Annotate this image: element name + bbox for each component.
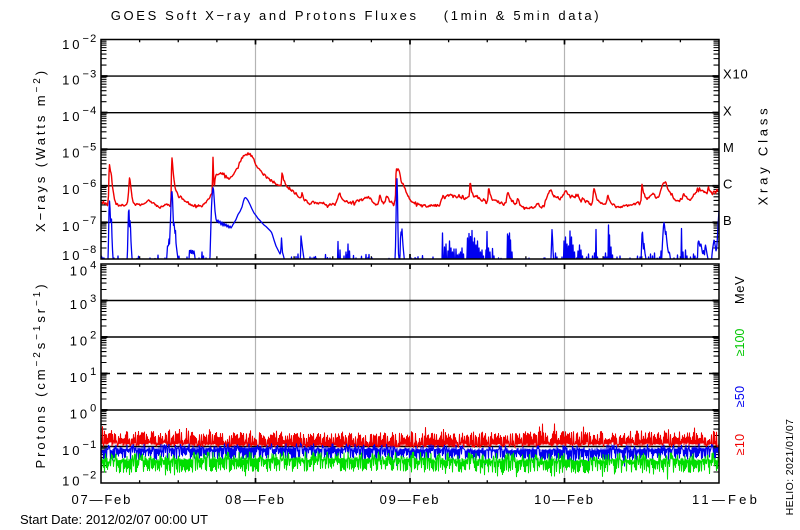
- svg-text:GOES Soft X−ray and Protons Fl: GOES Soft X−ray and Protons Fluxes (1min…: [111, 8, 602, 23]
- svg-text:≥100: ≥100: [733, 329, 747, 357]
- svg-text:Protons (cm−2s−1sr−1): Protons (cm−2s−1sr−1): [32, 282, 48, 469]
- svg-text:≥10: ≥10: [733, 434, 747, 456]
- svg-text:102: 102: [70, 329, 98, 348]
- svg-text:HELIO: 2021/01/07: HELIO: 2021/01/07: [784, 419, 796, 516]
- svg-text:09—Feb: 09—Feb: [380, 492, 441, 507]
- svg-text:101: 101: [70, 366, 98, 385]
- svg-text:100: 100: [70, 402, 98, 421]
- svg-text:C: C: [723, 176, 733, 191]
- svg-text:MeV: MeV: [732, 276, 747, 304]
- svg-text:07—Feb: 07—Feb: [71, 492, 132, 507]
- svg-text:X−rays (Watts m−2): X−rays (Watts m−2): [32, 68, 48, 232]
- svg-text:103: 103: [70, 293, 98, 312]
- svg-text:M: M: [723, 140, 735, 155]
- svg-text:B: B: [723, 213, 732, 228]
- svg-text:Xray Class: Xray Class: [756, 105, 771, 206]
- svg-text:10—Feb: 10—Feb: [534, 492, 595, 507]
- svg-text:11—Feb: 11—Feb: [692, 492, 760, 507]
- svg-text:Start Date: 2012/02/07 00:00 U: Start Date: 2012/02/07 00:00 UT: [20, 512, 208, 527]
- svg-text:08—Feb: 08—Feb: [225, 492, 286, 507]
- svg-text:≥50: ≥50: [733, 386, 747, 408]
- svg-text:X: X: [723, 103, 732, 118]
- svg-text:104: 104: [70, 259, 98, 278]
- svg-text:X10: X10: [723, 67, 749, 82]
